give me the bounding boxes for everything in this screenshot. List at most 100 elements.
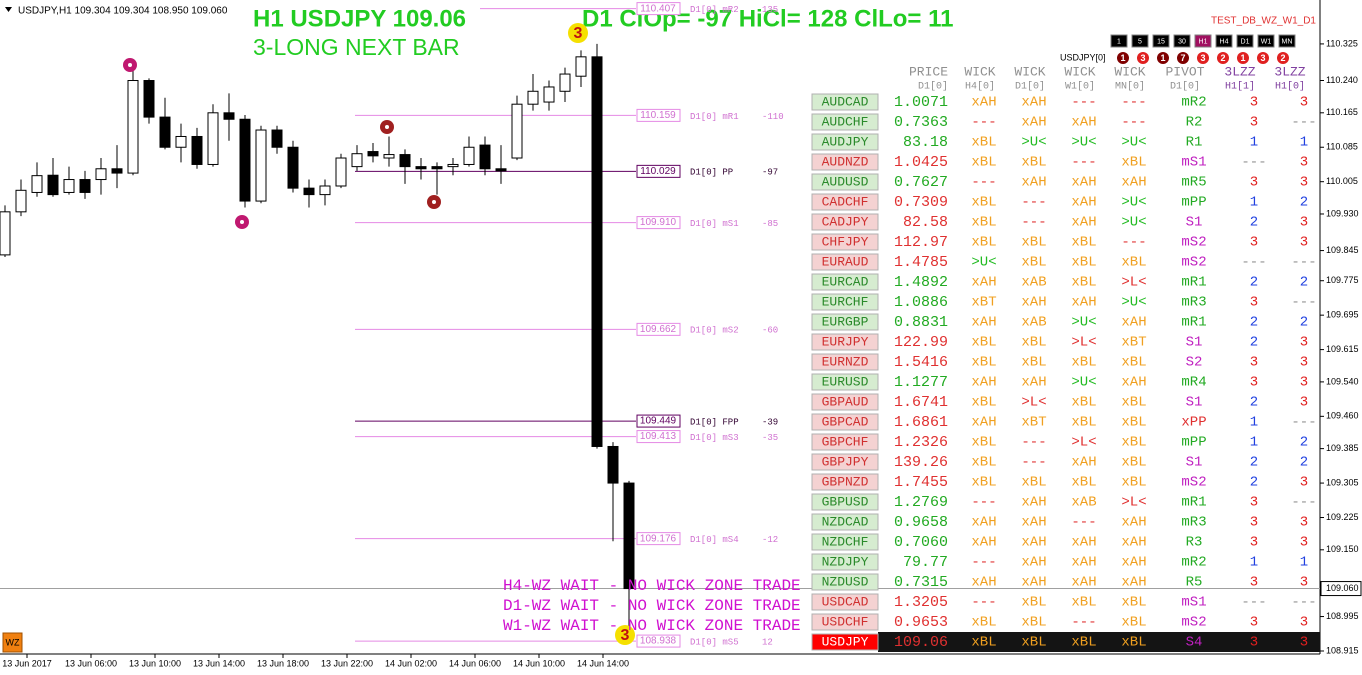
timeframe-button[interactable] [1236,34,1254,48]
pair-name[interactable]: GBPUSD [822,494,869,509]
table-cell: mS2 [1181,615,1206,631]
pivot-price: 110.159 [640,110,676,121]
pair-name[interactable]: GBPCHF [822,434,869,449]
selected-row-background [878,632,1320,652]
pair-name[interactable]: EURJPY [822,334,869,349]
timeframe-button[interactable] [1278,34,1296,48]
table-cell: 1 [1250,415,1258,431]
pair-name[interactable]: NZDUSD [822,574,869,589]
table-cell: xAH [1021,575,1046,591]
pair-box[interactable] [811,213,879,231]
pivot-name: D1[0] FPP [690,417,739,427]
table-cell: 3 [1250,575,1258,591]
pair-box[interactable] [811,313,879,331]
pair-name[interactable]: EURCAD [822,274,869,289]
pair-box[interactable] [811,413,879,431]
pair-name[interactable]: NZDCHF [822,534,869,549]
pair-box[interactable] [811,593,879,611]
pair-box[interactable] [811,233,879,251]
pair-name[interactable]: USDJPY [822,634,869,649]
pair-name[interactable]: USDCAD [822,594,869,609]
table-cell: 1.0425 [894,154,948,171]
pair-box[interactable] [811,153,879,171]
pair-box[interactable] [811,193,879,211]
table-cell: xBL [971,635,996,651]
pair-name[interactable]: EURCHF [822,294,869,309]
timeframe-label[interactable]: D1 [1241,38,1250,45]
pair-name[interactable]: GBPNZD [822,474,869,489]
table-cell: 1 [1250,135,1258,151]
timeframe-label[interactable]: 15 [1157,38,1165,45]
timeframe-button[interactable] [1257,34,1275,48]
pair-name[interactable]: AUDCHF [822,114,869,129]
pair-name[interactable]: NZDCAD [822,514,869,529]
pair-box[interactable] [811,173,879,191]
pair-box[interactable] [811,393,879,411]
collapse-arrow[interactable] [5,7,12,12]
candle-body [239,118,251,202]
pair-box[interactable] [811,513,879,531]
table-cell: 3 [1300,395,1308,411]
pair-name[interactable]: AUDCAD [822,94,869,109]
table-cell: 3 [1250,295,1258,311]
pair-box[interactable] [811,333,879,351]
pair-name[interactable]: AUDUSD [822,174,869,189]
timeframe-button[interactable] [1215,34,1233,48]
pair-box[interactable] [811,433,879,451]
table-cell: xAH [1121,555,1146,571]
status-dot [1197,52,1209,64]
table-cell: xBL [971,195,996,211]
timeframe-label[interactable]: H1 [1199,38,1208,45]
pair-name[interactable]: NZDJPY [822,554,869,569]
pair-box[interactable] [811,473,879,491]
table-cell: xBL [1121,415,1146,431]
pair-name[interactable]: EURUSD [822,374,869,389]
pair-box[interactable] [811,453,879,471]
table-cell: 3 [1300,335,1308,351]
pair-box[interactable] [811,613,879,631]
table-cell: mS2 [1181,475,1206,491]
pair-box[interactable] [811,273,879,291]
pair-box[interactable] [811,293,879,311]
pair-box[interactable] [811,633,879,651]
timeframe-button[interactable] [1194,34,1212,48]
timeframe-button[interactable] [1173,34,1191,48]
pair-name[interactable]: EURNZD [822,354,869,369]
wz-button-label[interactable]: WZ [6,637,20,647]
pair-box[interactable] [811,353,879,371]
pair-box[interactable] [811,373,879,391]
pair-name[interactable]: AUDJPY [822,134,869,149]
pair-name[interactable]: GBPJPY [822,454,869,469]
timeframe-label[interactable]: 5 [1138,38,1142,45]
pair-box[interactable] [811,533,879,551]
pair-box[interactable] [811,133,879,151]
timeframe-button[interactable] [1152,34,1170,48]
pair-name[interactable]: EURAUD [822,254,869,269]
pair-box[interactable] [811,93,879,111]
timeframe-button[interactable] [1110,34,1128,48]
timeframe-label[interactable]: 1 [1117,38,1121,45]
wz-button[interactable] [2,632,23,653]
timeframe-label[interactable]: W1 [1261,38,1272,45]
pair-name[interactable]: EURGBP [822,314,869,329]
status-dot [1157,52,1169,64]
timeframe-label[interactable]: 30 [1178,38,1186,45]
timeframe-button[interactable] [1131,34,1149,48]
timeframe-label[interactable]: H4 [1220,38,1229,45]
pair-box[interactable] [811,573,879,591]
timeframe-label[interactable]: MN [1282,38,1293,45]
pair-name[interactable]: GBPCAD [822,414,869,429]
pair-name[interactable]: AUDNZD [822,154,869,169]
pair-name[interactable]: CADJPY [822,214,869,229]
pivot-name: D1[0] mS3 [690,433,739,443]
pair-name[interactable]: CADCHF [822,194,869,209]
pair-box[interactable] [811,553,879,571]
pair-name[interactable]: GBPAUD [822,394,869,409]
pair-name[interactable]: CHFJPY [822,234,869,249]
pair-box[interactable] [811,493,879,511]
column-subheader: H1[1] [1225,81,1255,93]
price-label: 108.915 [1326,645,1359,655]
pair-name[interactable]: USDCHF [822,614,869,629]
pair-box[interactable] [811,253,879,271]
pair-box[interactable] [811,113,879,131]
